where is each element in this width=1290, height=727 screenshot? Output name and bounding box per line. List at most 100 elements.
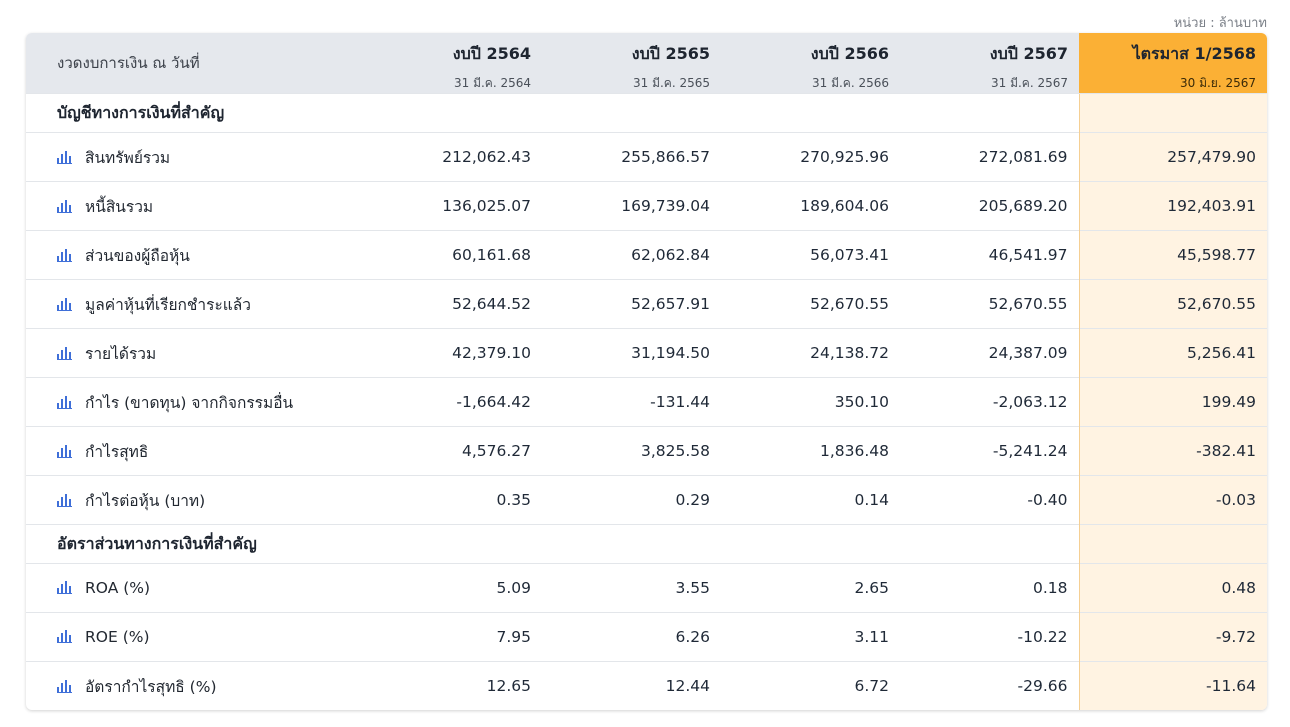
section-empty-cell [363,93,542,133]
section-header-row: อัตราส่วนทางการเงินที่สำคัญ [26,524,1267,564]
table-row: กำไรสุทธิ 4,576.27 3,825.58 1,836.48 -5,241.… [26,426,1267,476]
column-title: งบปี 2564 [452,44,531,63]
bar-chart-icon[interactable] [57,395,74,409]
bar-chart-icon[interactable] [57,199,74,213]
value-cell: 0.35 [363,475,542,525]
value-cell: 52,657.91 [542,279,721,329]
value-cell: 350.10 [721,377,900,427]
column-header: งบปี 2564 31 มี.ค. 2564 [363,33,542,94]
value-cell: 189,604.06 [721,181,900,231]
row-label-cell: กำไรสุทธิ [26,426,363,476]
row-label: หนี้สินรวม [85,197,154,216]
value-cell: 6.72 [721,661,900,710]
section-title: อัตราส่วนทางการเงินที่สำคัญ [26,524,363,564]
row-label-cell: ROE (%) [26,612,363,662]
row-label: กำไรต่อหุ้น (บาท) [85,491,206,510]
column-header: งบปี 2566 31 มี.ค. 2566 [721,33,900,94]
bar-chart-icon[interactable] [57,150,74,164]
value-cell: 7.95 [363,612,542,662]
table-row: กำไรต่อหุ้น (บาท) 0.35 0.29 0.14 -0.40 -0.03 [26,475,1267,525]
value-cell: 255,866.57 [542,132,721,182]
period-label: งวดงบการเงิน ณ วันที่ [26,33,363,94]
section-empty-cell-highlight [1078,93,1267,133]
value-cell: 62,062.84 [542,230,721,280]
row-label-cell: มูลค่าหุ้นที่เรียกชำระแล้ว [26,279,363,329]
column-date: 31 มี.ค. 2566 [811,76,889,90]
section-empty-cell [900,524,1079,564]
value-cell-highlight: 52,670.55 [1078,279,1267,329]
row-label: ROE (%) [85,628,150,646]
column-title: งบปี 2566 [810,44,889,63]
value-cell-highlight: -9.72 [1078,612,1267,662]
value-cell-highlight: 257,479.90 [1078,132,1267,182]
bar-chart-icon[interactable] [57,629,74,643]
row-label-cell: หนี้สินรวม [26,181,363,231]
value-cell: -1,664.42 [363,377,542,427]
value-cell: -29.66 [900,661,1079,710]
section-empty-cell [721,93,900,133]
value-cell: 205,689.20 [900,181,1079,231]
table-row: สินทรัพย์รวม 212,062.43 255,866.57 270,925.… [26,132,1267,182]
value-cell: 52,644.52 [363,279,542,329]
bar-chart-icon[interactable] [57,493,74,507]
column-title: งบปี 2567 [989,44,1068,63]
value-cell-highlight: -0.03 [1078,475,1267,525]
row-label-cell: อัตรากำไรสุทธิ (%) [26,661,363,710]
unit-label: หน่วย : ล้านบาท [1173,16,1267,31]
row-label: สินทรัพย์รวม [85,148,171,167]
value-cell: 136,025.07 [363,181,542,231]
value-cell: 4,576.27 [363,426,542,476]
bar-chart-icon[interactable] [57,346,74,360]
table-row: ROE (%) 7.95 6.26 3.11 -10.22 -9.72 [26,612,1267,662]
value-cell: -10.22 [900,612,1079,662]
column-date: 31 มี.ค. 2567 [990,76,1068,90]
bar-chart-icon[interactable] [57,444,74,458]
bar-chart-icon[interactable] [57,248,74,262]
row-label-cell: รายได้รวม [26,328,363,378]
section-empty-cell [542,93,721,133]
value-cell-highlight: 0.48 [1078,563,1267,613]
column-title: ไตรมาส 1/2568 [1132,44,1256,63]
row-label: มูลค่าหุ้นที่เรียกชำระแล้ว [85,295,251,314]
value-cell: -0.40 [900,475,1079,525]
bar-chart-icon[interactable] [57,297,74,311]
column-date: 31 มี.ค. 2564 [453,76,531,90]
value-cell: 2.65 [721,563,900,613]
section-header-row: บัญชีทางการเงินที่สำคัญ [26,93,1267,133]
value-cell: 0.18 [900,563,1079,613]
bar-chart-icon[interactable] [57,679,74,693]
section-empty-cell [900,93,1079,133]
table-row: อัตรากำไรสุทธิ (%) 12.65 12.44 6.72 -29.66 -1… [26,661,1267,710]
value-cell: -5,241.24 [900,426,1079,476]
section-empty-cell-highlight [1078,524,1267,564]
section-title: บัญชีทางการเงินที่สำคัญ [26,93,363,133]
row-label: กำไรสุทธิ [85,442,149,461]
column-date: 30 มิ.ย. 2567 [1179,76,1256,90]
column-date: 31 มี.ค. 2565 [632,76,710,90]
value-cell: 212,062.43 [363,132,542,182]
value-cell-highlight: 45,598.77 [1078,230,1267,280]
value-cell: 0.29 [542,475,721,525]
column-header: งบปี 2565 31 มี.ค. 2565 [542,33,721,94]
value-cell: 3.11 [721,612,900,662]
value-cell: 0.14 [721,475,900,525]
value-cell: 31,194.50 [542,328,721,378]
value-cell: 52,670.55 [900,279,1079,329]
row-label-cell: สินทรัพย์รวม [26,132,363,182]
value-cell: -2,063.12 [900,377,1079,427]
value-cell-highlight: 5,256.41 [1078,328,1267,378]
value-cell: 270,925.96 [721,132,900,182]
value-cell: 46,541.97 [900,230,1079,280]
value-cell: 3.55 [542,563,721,613]
value-cell: 272,081.69 [900,132,1079,182]
row-label-cell: ROA (%) [26,563,363,613]
value-cell: 5.09 [363,563,542,613]
row-label: กำไร (ขาดทุน) จากกิจกรรมอื่น [85,393,294,412]
value-cell: 42,379.10 [363,328,542,378]
bar-chart-icon[interactable] [57,580,74,594]
row-label: ส่วนของผู้ถือหุ้น [85,246,190,265]
value-cell: 169,739.04 [542,181,721,231]
value-cell: 6.26 [542,612,721,662]
column-header: งบปี 2567 31 มี.ค. 2567 [900,33,1079,94]
row-label-cell: กำไร (ขาดทุน) จากกิจกรรมอื่น [26,377,363,427]
